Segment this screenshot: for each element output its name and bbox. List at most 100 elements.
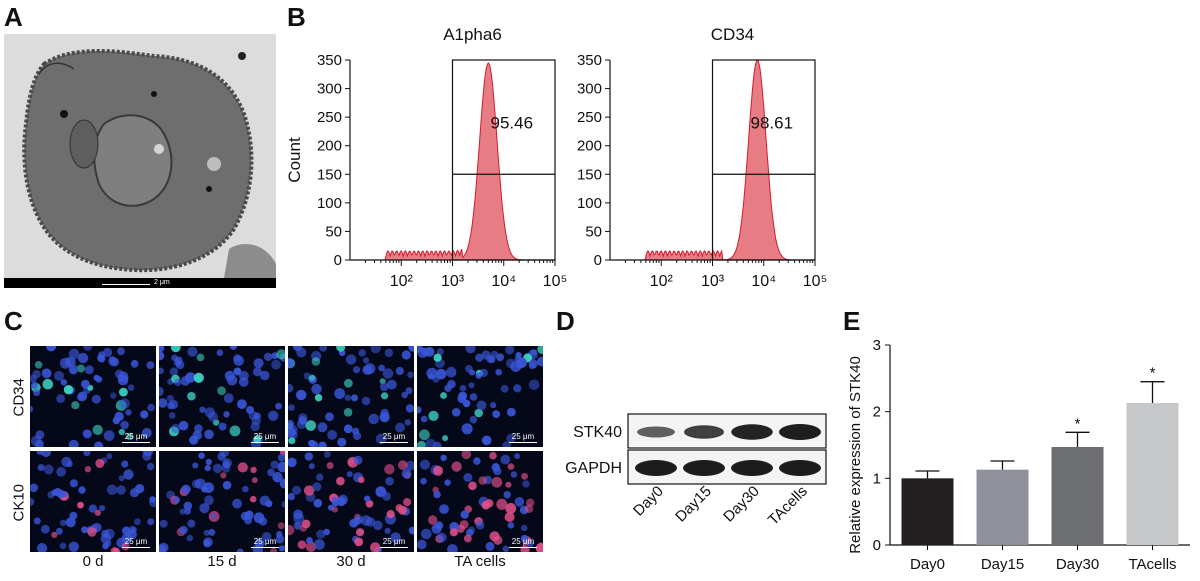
scale-label: 25 μm [511, 432, 535, 441]
nucleus [127, 384, 135, 391]
nucleus [251, 415, 261, 426]
nucleus [118, 475, 125, 482]
nucleus [217, 386, 226, 396]
nucleus [458, 391, 468, 401]
nucleus [395, 366, 404, 376]
stained-cells [417, 451, 543, 552]
nucleus [352, 431, 362, 441]
nucleus [521, 472, 528, 480]
nucleus [528, 359, 538, 369]
nucleus [288, 492, 295, 501]
blot-band [779, 460, 821, 476]
nucleus [373, 520, 383, 531]
fluorescence-image: 25 μm [417, 346, 543, 447]
x-tick-label: 10⁵ [543, 273, 567, 290]
nucleus [401, 350, 411, 360]
nucleus [184, 507, 191, 515]
nucleus [537, 356, 543, 367]
nucleus [370, 542, 381, 552]
nucleus [323, 451, 331, 458]
nucleus [121, 542, 130, 551]
nucleus [204, 495, 214, 506]
nucleus [445, 366, 457, 378]
nucleus [311, 383, 322, 395]
nucleus [491, 463, 500, 472]
nucleus [112, 547, 120, 552]
nucleus [116, 485, 126, 495]
y-tick-label: 100 [317, 195, 342, 212]
nucleus [187, 519, 196, 528]
nucleus [56, 527, 63, 535]
nucleus [66, 460, 73, 468]
nucleus [252, 544, 263, 552]
nucleus [259, 495, 270, 506]
nucleus [281, 501, 285, 508]
nucleus [35, 439, 44, 447]
y-tick-label: 300 [577, 81, 602, 98]
y-axis-label: Relative expression of STK40 [847, 356, 864, 554]
nucleus [468, 481, 477, 491]
nucleus [358, 476, 365, 484]
nucleus [81, 379, 90, 389]
scale-bar: 25 μm [380, 537, 408, 548]
nucleus [187, 391, 196, 401]
nucleus [436, 348, 444, 356]
nucleus [462, 399, 471, 408]
nucleus [308, 374, 316, 381]
scale-line [380, 547, 408, 548]
nucleus [59, 542, 67, 550]
nucleus [216, 349, 224, 356]
nucleus [291, 431, 298, 439]
nucleus [103, 347, 113, 357]
scale-label: 25 μm [253, 537, 277, 546]
blot-band [635, 460, 677, 476]
y-tick-label: 50 [325, 223, 342, 240]
nucleus [505, 481, 512, 488]
nucleus [168, 412, 176, 419]
nucleus [316, 473, 324, 481]
stained-cells [159, 451, 285, 552]
nucleus [272, 472, 283, 483]
scale-line [509, 442, 537, 443]
nucleus [34, 361, 43, 369]
nucleus [514, 453, 521, 460]
nucleus [117, 347, 125, 356]
nucleus [331, 496, 338, 503]
nucleus [119, 387, 128, 397]
nucleus [461, 423, 473, 435]
x-tick-label: Day0 [910, 556, 945, 573]
nucleus [380, 408, 389, 418]
nucleus [405, 460, 414, 471]
nucleus [305, 420, 317, 431]
col-label-30d: 30 d [336, 553, 366, 570]
y-tick-label: 0 [594, 252, 602, 269]
nucleus [78, 486, 86, 494]
col-label-ta-cells: TA cells [454, 553, 506, 570]
fluorescence-image: 25 μm [288, 451, 414, 552]
fluorescence-grid: 25 μm 25 μm 25 μm 25 μm 25 μm 25 μm 25 μm 25 μm [30, 346, 544, 552]
nucleus [475, 353, 484, 362]
nucleus [296, 389, 307, 401]
nucleus [384, 527, 391, 534]
nucleus [312, 482, 322, 492]
nucleus [159, 346, 165, 352]
nucleus [84, 365, 94, 375]
nucleus [229, 346, 238, 350]
nucleus [204, 465, 211, 472]
nucleus [390, 532, 401, 543]
nucleus [110, 392, 117, 399]
nucleus [474, 408, 483, 418]
nucleus [433, 353, 442, 362]
bar [1126, 403, 1179, 545]
nucleus [237, 462, 248, 473]
nucleus [180, 376, 191, 386]
nucleus [237, 399, 247, 409]
histogram-2: 98.61 CD34 0 50 100 150 200 250 300 350 10² 10³ 10⁴ 1… [577, 25, 827, 290]
scale-label: 25 μm [382, 432, 406, 441]
nucleus [253, 512, 265, 524]
nucleus [278, 545, 285, 552]
lane-label: Day0 [630, 483, 667, 520]
nucleus [386, 379, 397, 390]
nucleus [528, 379, 540, 391]
flow-histograms: 95.46 A1pha6 0 50 100 150 200 250 300 350 10² 10³ 10… [285, 25, 827, 290]
